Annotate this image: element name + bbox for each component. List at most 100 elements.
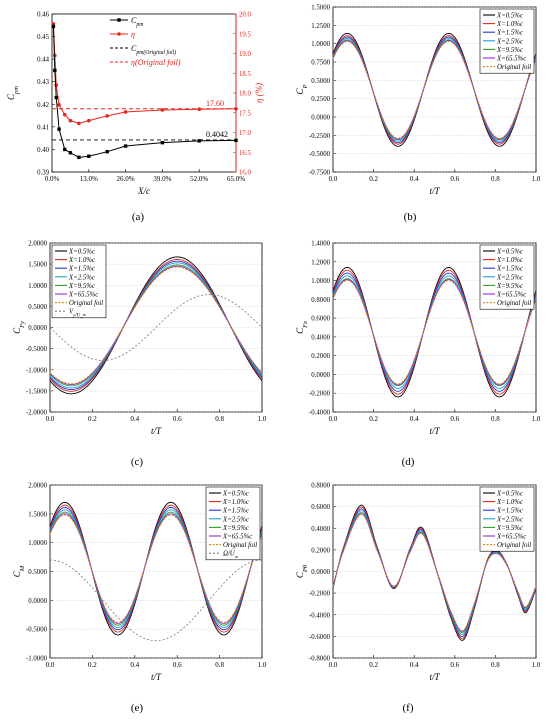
legend-entry: Original foil: [497, 300, 531, 307]
x-tick-label: 0.8: [215, 415, 224, 423]
y-axis-label: Cpm: [6, 86, 20, 100]
x-tick-label: 0.4: [410, 175, 419, 183]
x-tick-label: 0.6: [173, 415, 182, 423]
x-tick-label: 0.8: [215, 661, 224, 669]
series-line: [49, 266, 263, 385]
legend-entry: η: [131, 30, 135, 39]
y-tick-label: 2.0000: [28, 241, 47, 248]
legend-entry: X=1.5%c: [68, 266, 95, 273]
x-tick-label: 0.8: [491, 175, 500, 183]
x-tick-label: 0.8: [491, 661, 500, 669]
legend-entry: X=0.5%c: [68, 249, 95, 256]
y-tick-label: -2.0000: [26, 410, 48, 417]
legend-entry: Original foil: [497, 542, 531, 549]
y-tick-label: 0.8000: [311, 297, 330, 304]
y-tick-label: -0.7500: [309, 170, 331, 177]
y-tick-label: -0.4000: [309, 612, 331, 619]
y-tick-label: -1.0000: [26, 367, 48, 374]
y-tick-label: 0.43: [37, 79, 49, 86]
legend-entry: X=0.5%c: [496, 249, 523, 256]
y-tick-label: 0.39: [37, 170, 49, 177]
legend-entry: X=9.5%c: [496, 525, 523, 532]
cpm-point: [160, 140, 165, 145]
x-tick-label: 0.0: [46, 415, 55, 423]
y-tick-label: -0.5000: [26, 346, 48, 353]
x-tick-label: 0.0: [329, 661, 338, 669]
y-tick-label: 1.0000: [28, 283, 47, 290]
legend-box: [205, 486, 261, 561]
y-tick-label: 0.46: [37, 12, 49, 19]
legend-entry: X=65.5%c: [222, 534, 252, 541]
legend-entry: Cpm: [131, 16, 143, 28]
eta-annotation: 17.60: [206, 99, 224, 108]
panel-label: (a): [132, 211, 145, 223]
eta-point: [197, 107, 201, 111]
cpm-point: [87, 154, 91, 158]
y-tick-label: 0.0000: [28, 598, 47, 605]
legend-entry: X=1.0%c: [222, 499, 249, 506]
y-tick-label: -1.0000: [26, 656, 48, 663]
panel-label: (e): [131, 702, 144, 714]
series-line: [49, 265, 263, 385]
y2-tick-label: 18.0: [239, 91, 251, 98]
legend-entry: Original foil: [69, 300, 103, 307]
legend-entry: X=9.5%c: [496, 283, 523, 290]
y-tick-label: 0.6000: [311, 316, 330, 323]
legend-marker: [117, 18, 121, 22]
y-tick-label: 0.0000: [311, 115, 330, 122]
legend-entry: X=9.5%c: [496, 47, 523, 54]
legend-entry: X=2.5%c: [496, 38, 523, 45]
legend-entry: Vy/U_∞: [69, 309, 87, 319]
y-tick-label: 0.5000: [28, 569, 47, 576]
legend-entry: X=0.5%c: [222, 491, 249, 498]
series-line: [332, 40, 537, 139]
y-tick-label: -0.2500: [309, 133, 331, 140]
cpm-point: [105, 149, 109, 154]
plot-frame: [332, 242, 537, 413]
panel-label: (f): [403, 702, 414, 714]
x-tick-label: 0.2: [369, 661, 378, 669]
x-tick-label: 0.6: [450, 415, 459, 423]
y-tick-label: 0.0000: [311, 569, 330, 576]
y-tick-label: -0.2000: [309, 391, 331, 398]
x-tick-label: 0.6: [450, 661, 459, 669]
chart-panel-2: 0.0 0.2 0.4 0.6 0.8 1.0 -2.0000 -1.5000 -1.0000 -…: [12, 241, 267, 469]
x-tick-label: 0.2: [88, 415, 97, 423]
legend-entry: X=65.5%c: [496, 534, 526, 541]
y-tick-label: 0.4000: [311, 526, 330, 533]
y-tick-label: 1.0000: [311, 41, 330, 48]
y2-tick-label: 16.0: [239, 170, 251, 177]
legend-entry: X=65.5%c: [496, 292, 526, 299]
panel-label: (d): [402, 456, 415, 468]
y-tick-label: 0.8000: [311, 483, 330, 490]
x-tick-label: 65.0%: [227, 175, 245, 183]
y2-tick-label: 18.5: [239, 71, 251, 78]
y-tick-label: 1.5000: [28, 511, 47, 518]
x-tick-label: 26.0%: [117, 175, 135, 183]
x-tick-label: 39.0%: [153, 175, 171, 183]
y-tick-label: 0.44: [37, 57, 49, 64]
y-tick-label: 0.5000: [28, 304, 47, 311]
y2-tick-label: 17.0: [239, 130, 251, 137]
eta-point: [160, 108, 165, 112]
y-tick-label: 1.2500: [311, 23, 330, 30]
eta-point: [54, 83, 59, 87]
cpm-point: [197, 139, 201, 143]
eta-point: [57, 103, 61, 107]
chart-panel-4: 0.0 0.2 0.4 0.6 0.8 1.0 -1.0000 -0.5000 0.0000 0.…: [12, 483, 267, 715]
y-tick-label: 1.0000: [311, 278, 330, 285]
x-tick-label: 0.0: [329, 175, 338, 183]
y-tick-label: 0.42: [37, 102, 49, 109]
legend-entry: X=65.5%c: [68, 292, 98, 299]
x-tick-label: 52.0%: [190, 175, 208, 183]
y-tick-label: 1.5000: [28, 262, 47, 269]
y-tick-label: 0.5000: [311, 78, 330, 85]
series-line: [49, 514, 263, 623]
legend-entry: X=1.0%c: [496, 21, 523, 28]
cpm-point: [68, 151, 73, 155]
y2-tick-label: 19.5: [239, 31, 251, 38]
cpm-point: [123, 144, 128, 148]
y-axis-label: CFx: [295, 321, 309, 334]
y-tick-label: 1.0000: [28, 540, 47, 547]
